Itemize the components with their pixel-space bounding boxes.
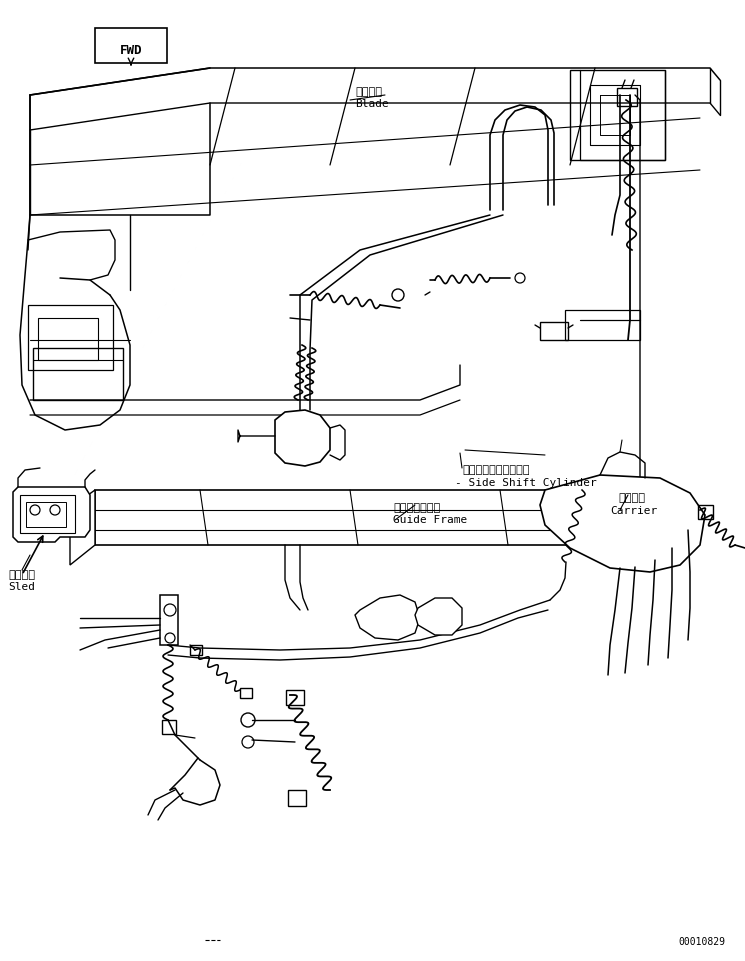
- Bar: [33, 348, 123, 400]
- Bar: [540, 322, 568, 340]
- Polygon shape: [540, 475, 705, 572]
- Bar: [95, 28, 167, 63]
- Bar: [240, 688, 252, 698]
- Bar: [190, 645, 202, 655]
- Bar: [565, 310, 640, 340]
- Text: Sled: Sled: [8, 582, 35, 592]
- Text: スレッド: スレッド: [8, 570, 35, 580]
- Text: ブレード: ブレード: [355, 87, 382, 97]
- Polygon shape: [415, 598, 462, 635]
- Bar: [617, 88, 637, 106]
- Text: 00010829: 00010829: [678, 937, 725, 947]
- Polygon shape: [275, 410, 330, 466]
- Bar: [26, 502, 66, 527]
- Text: - Side Shift Cylinder: - Side Shift Cylinder: [455, 478, 597, 488]
- Bar: [160, 595, 178, 645]
- Text: FWD: FWD: [120, 43, 142, 57]
- Text: キャリア: キャリア: [618, 493, 645, 503]
- Bar: [286, 690, 304, 705]
- Bar: [570, 70, 665, 160]
- Bar: [698, 505, 713, 519]
- Bar: [288, 790, 306, 806]
- Polygon shape: [70, 490, 95, 565]
- Polygon shape: [13, 487, 90, 542]
- Text: サイドシフトシリンダ: サイドシフトシリンダ: [462, 465, 530, 475]
- Bar: [162, 720, 176, 734]
- Polygon shape: [95, 490, 695, 545]
- Bar: [38, 318, 98, 360]
- Text: Guide Frame: Guide Frame: [393, 515, 467, 525]
- Bar: [28, 305, 113, 370]
- Bar: [20, 495, 75, 533]
- Polygon shape: [355, 595, 420, 640]
- Text: ガイドフレーム: ガイドフレーム: [393, 503, 440, 513]
- Text: Carrier: Carrier: [610, 506, 657, 516]
- Text: Blade: Blade: [355, 99, 389, 109]
